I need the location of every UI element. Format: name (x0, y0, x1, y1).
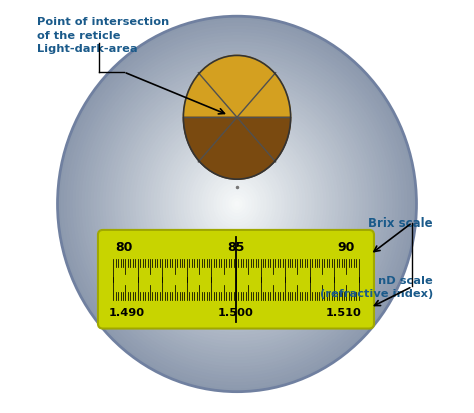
Ellipse shape (120, 83, 354, 326)
Ellipse shape (147, 111, 327, 298)
Ellipse shape (165, 130, 309, 279)
Ellipse shape (93, 55, 381, 354)
Ellipse shape (123, 86, 351, 323)
Ellipse shape (150, 114, 324, 295)
Ellipse shape (82, 42, 392, 367)
Ellipse shape (213, 180, 261, 229)
Ellipse shape (234, 201, 240, 208)
Ellipse shape (216, 183, 258, 226)
Ellipse shape (207, 173, 267, 236)
Ellipse shape (126, 89, 348, 320)
Ellipse shape (210, 176, 264, 233)
Ellipse shape (156, 120, 318, 289)
Ellipse shape (138, 102, 336, 307)
Ellipse shape (171, 136, 303, 273)
Ellipse shape (177, 142, 297, 267)
Text: 80: 80 (116, 241, 133, 254)
Ellipse shape (195, 161, 279, 248)
Polygon shape (183, 118, 291, 180)
Text: Brix scale: Brix scale (368, 216, 433, 230)
Ellipse shape (73, 33, 401, 376)
Ellipse shape (198, 164, 276, 245)
Text: 1.490: 1.490 (109, 307, 145, 317)
Ellipse shape (159, 123, 315, 286)
Ellipse shape (75, 36, 399, 373)
Ellipse shape (141, 104, 333, 304)
Ellipse shape (96, 58, 378, 351)
Ellipse shape (222, 189, 252, 220)
Ellipse shape (109, 70, 365, 339)
Ellipse shape (204, 170, 270, 239)
Ellipse shape (162, 126, 312, 282)
Ellipse shape (91, 52, 383, 357)
Polygon shape (183, 56, 291, 118)
Ellipse shape (180, 145, 294, 264)
Ellipse shape (102, 64, 372, 345)
Ellipse shape (66, 26, 408, 382)
Ellipse shape (231, 198, 243, 211)
Ellipse shape (174, 139, 300, 270)
Ellipse shape (64, 24, 410, 385)
Text: 90: 90 (338, 241, 355, 254)
Ellipse shape (84, 45, 390, 363)
Ellipse shape (219, 186, 255, 223)
Ellipse shape (114, 76, 360, 332)
Text: 1.510: 1.510 (326, 307, 362, 317)
Ellipse shape (129, 92, 345, 317)
Ellipse shape (153, 117, 321, 292)
Ellipse shape (201, 167, 273, 242)
Ellipse shape (70, 30, 404, 379)
Ellipse shape (135, 98, 339, 311)
Ellipse shape (57, 17, 417, 392)
Ellipse shape (87, 48, 387, 361)
Ellipse shape (183, 148, 291, 261)
Ellipse shape (79, 39, 395, 370)
Ellipse shape (189, 154, 285, 254)
Ellipse shape (144, 108, 330, 301)
Text: nD scale
(refractive index): nD scale (refractive index) (320, 275, 433, 298)
Ellipse shape (168, 133, 306, 276)
Ellipse shape (132, 95, 342, 314)
Ellipse shape (105, 67, 369, 342)
Ellipse shape (118, 80, 356, 329)
Ellipse shape (100, 61, 374, 348)
Text: Point of intersection
of the reticle
Light-dark-area: Point of intersection of the reticle Lig… (37, 17, 169, 54)
Ellipse shape (186, 152, 288, 258)
Ellipse shape (225, 192, 249, 217)
Text: 1.500: 1.500 (218, 307, 254, 317)
Ellipse shape (61, 20, 413, 389)
Ellipse shape (192, 158, 282, 251)
Ellipse shape (228, 195, 246, 214)
Text: 85: 85 (227, 241, 245, 254)
Ellipse shape (111, 74, 363, 335)
FancyBboxPatch shape (98, 230, 374, 329)
